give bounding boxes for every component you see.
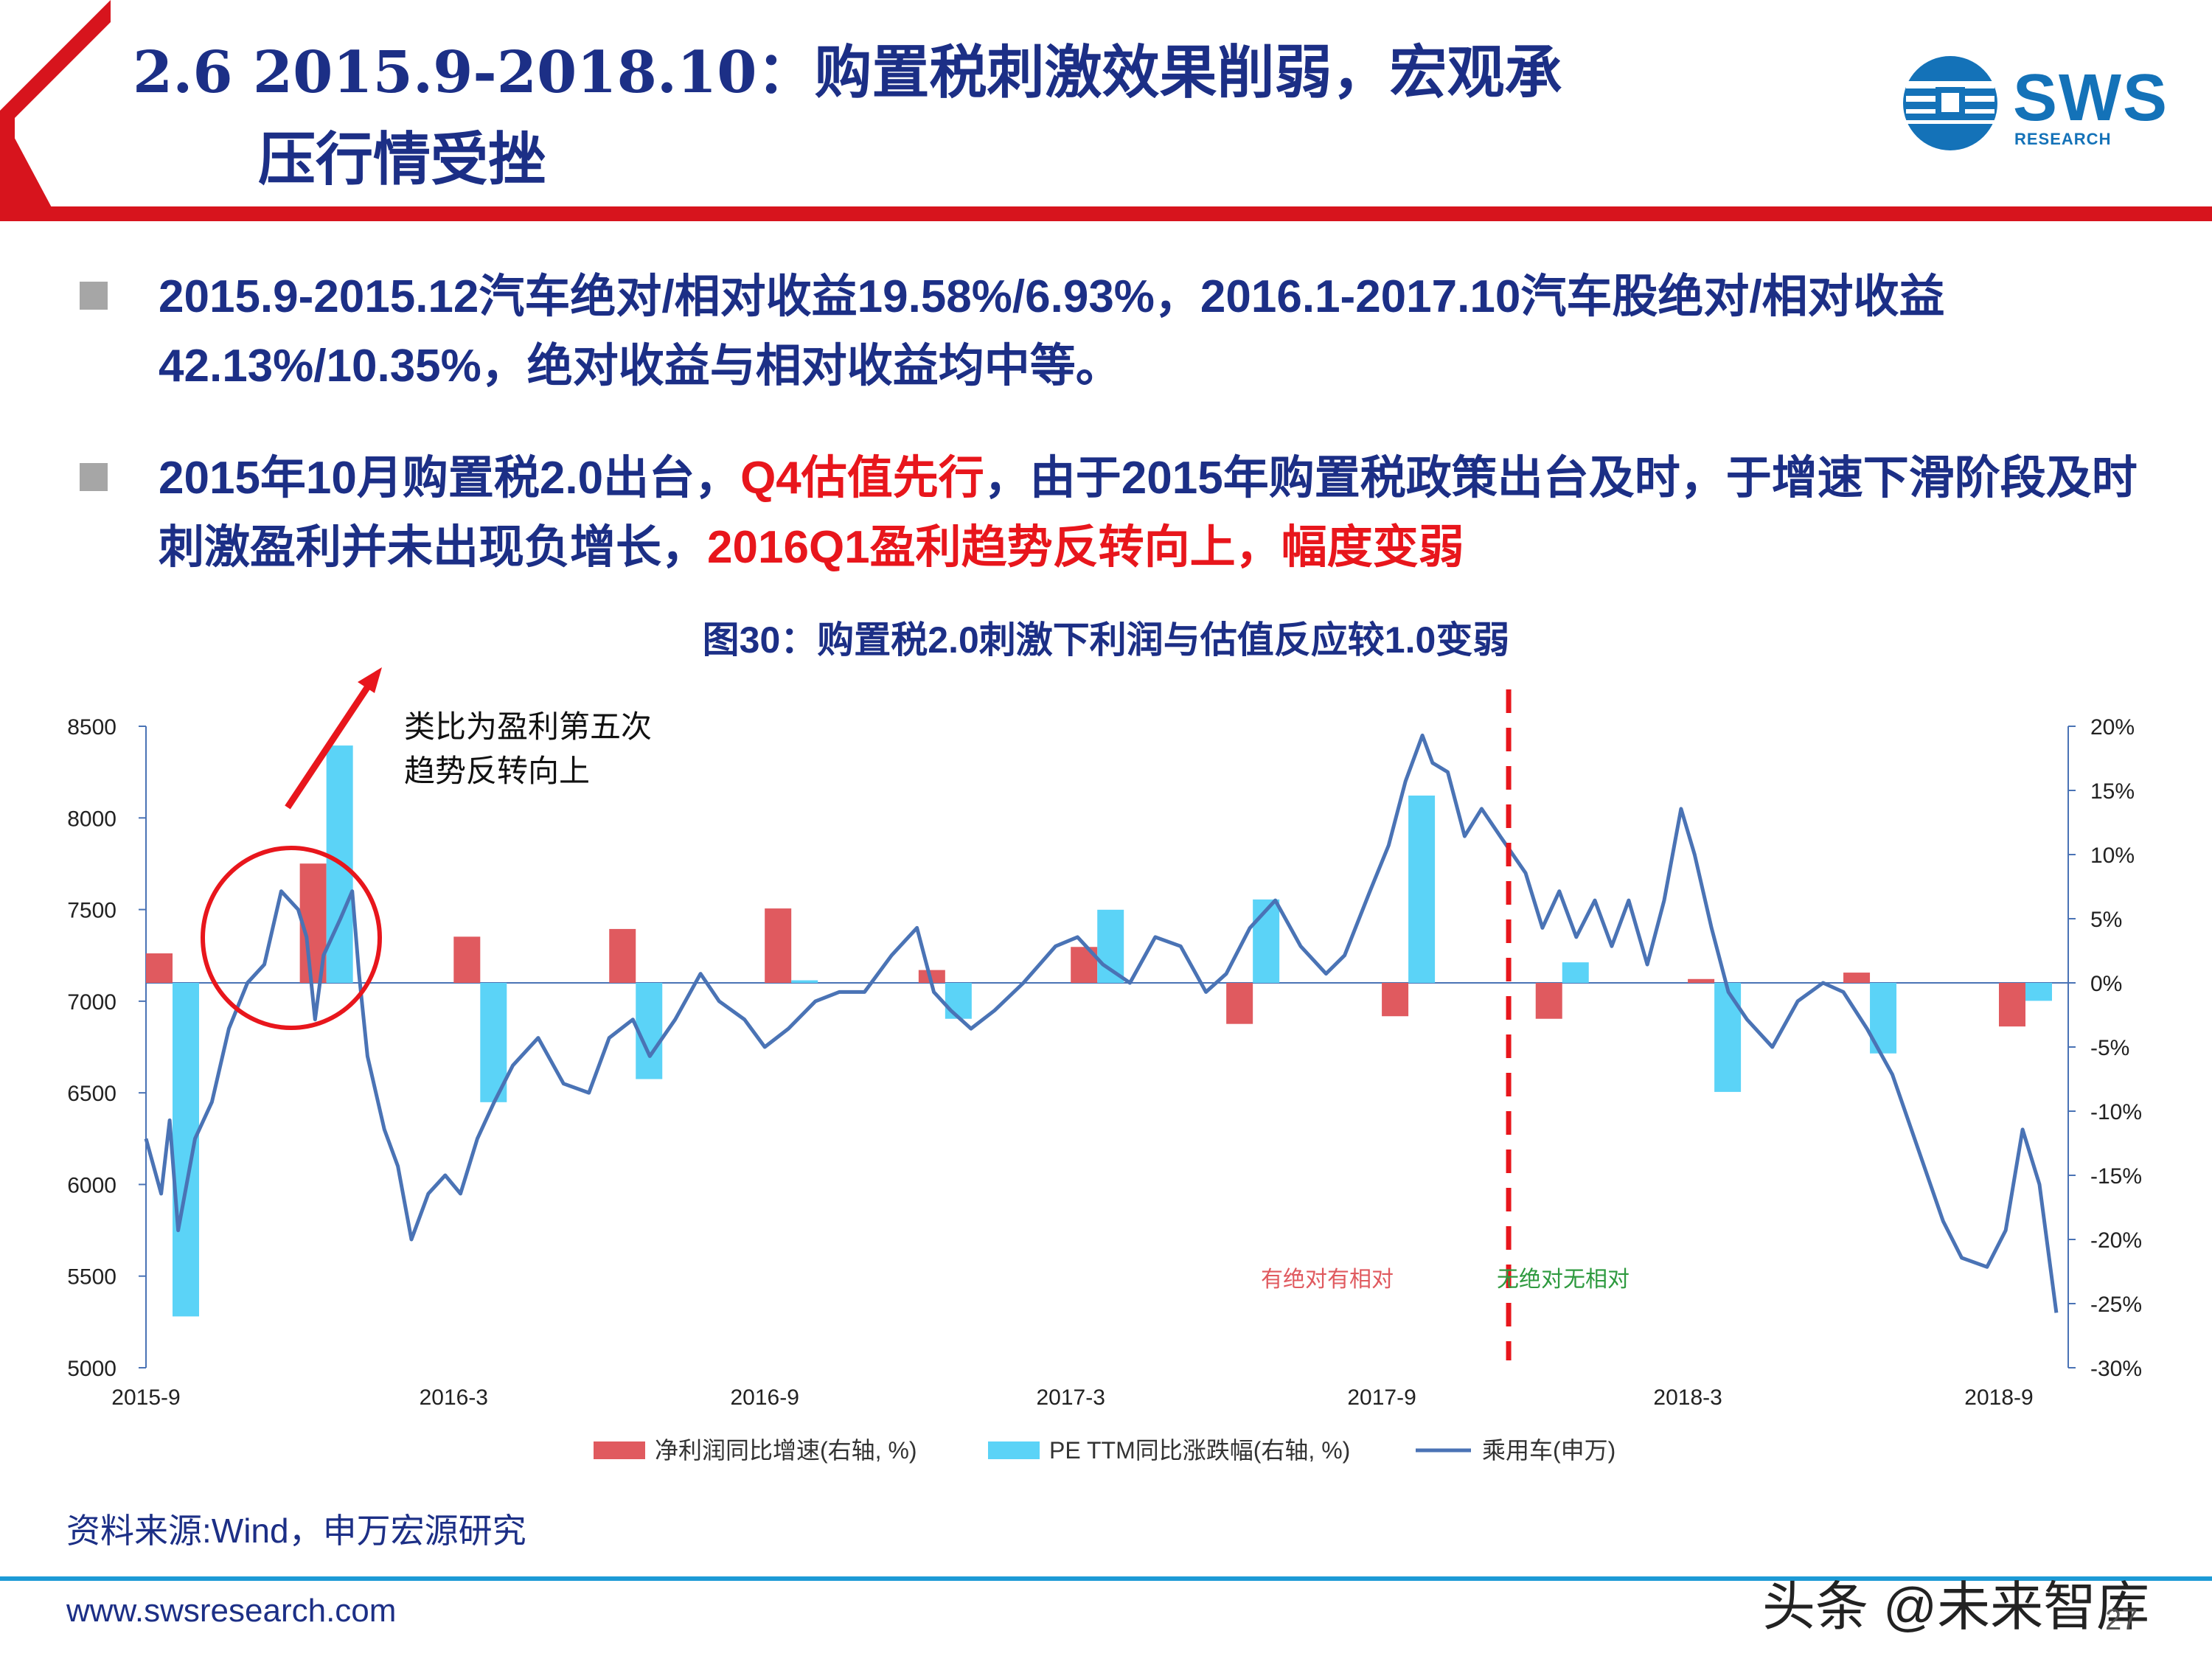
axes-layer: 5000 5500 6000 6500 7000 7500 8000 8500 -30% -25%… bbox=[67, 715, 2142, 1410]
footer-url[interactable]: www.swsresearch.com bbox=[66, 1593, 397, 1629]
header-red-line bbox=[0, 206, 2212, 221]
bullet-2-segment-1: 2015年10月购置税2.0出台， bbox=[159, 453, 741, 504]
bar-net-profit bbox=[453, 936, 481, 983]
arrow-label-line2: 趋势反转向上 bbox=[404, 753, 590, 789]
watermark-text: 头条 @未来智库 bbox=[1762, 1578, 2150, 1637]
page-number: 27 bbox=[2105, 1604, 2138, 1636]
legend-swatch-pe bbox=[988, 1441, 1040, 1459]
left-tick-label: 6000 bbox=[67, 1173, 116, 1197]
bar-net-profit bbox=[1843, 973, 1871, 983]
x-tick-label: 2017-3 bbox=[1036, 1385, 1105, 1410]
bullet-2-highlight-2: 2016Q1盈利趋势反转向上，幅度变弱 bbox=[707, 522, 1464, 573]
sws-logo-icon bbox=[1903, 56, 1997, 150]
legend-label-line: 乘用车(申万) bbox=[1482, 1437, 1615, 1464]
right-tick-label: 15% bbox=[2090, 779, 2135, 804]
bar-pe-ttm bbox=[791, 980, 818, 983]
page-title: 2.6 2015.9-2018.10：购置税刺激效果削弱，宏观承 压行情受挫 bbox=[133, 29, 1902, 204]
bullet-2-highlight-1: Q4估值先行 bbox=[740, 453, 984, 504]
logo-text: SWS bbox=[2013, 61, 2169, 135]
bar-net-profit bbox=[765, 908, 792, 983]
right-tick-label: 0% bbox=[2090, 972, 2122, 996]
bars-layer bbox=[146, 745, 2052, 1317]
legend-swatch-net-profit bbox=[594, 1441, 645, 1459]
legend: 净利润同比增速(右轴, %) PE TTM同比涨跌幅(右轴, %) 乘用车(申万… bbox=[594, 1437, 1615, 1464]
left-tick-label: 8000 bbox=[67, 807, 116, 831]
arrow-label-line1: 类比为盈利第五次 bbox=[404, 709, 652, 745]
bullet-text-1: 2015.9-2015.12汽车绝对/相对收益19.58%/6.93%，2016… bbox=[159, 262, 2179, 401]
bar-net-profit bbox=[1535, 983, 1562, 1019]
bar-net-profit bbox=[146, 953, 173, 983]
header-red-wedge bbox=[0, 0, 111, 221]
bar-net-profit bbox=[1226, 983, 1253, 1024]
bullet-1-segment-1: 2015.9-2015.12汽车绝对/相对收益19.58%/6.93%，2016… bbox=[159, 271, 1945, 392]
left-zone-label: 有绝对有相对 bbox=[1261, 1267, 1394, 1293]
bullet-2-segment-3: ，由于2015年购置税政策出台及时，于增速下滑阶段及时刺激盈利并未出现负增长， bbox=[159, 453, 2138, 573]
legend-label-pe: PE TTM同比涨跌幅(右轴, %) bbox=[1049, 1437, 1350, 1464]
right-tick-label: 20% bbox=[2090, 715, 2135, 740]
bar-pe-ttm bbox=[173, 983, 199, 1317]
chart: 5000 5500 6000 6500 7000 7500 8000 8500 -30% -25%… bbox=[67, 667, 2142, 1464]
bar-net-profit bbox=[1998, 983, 2025, 1027]
bar-net-profit bbox=[1688, 978, 1715, 983]
series-line-passenger-car bbox=[144, 733, 2059, 1313]
red-arrow-head-icon bbox=[358, 667, 382, 693]
right-tick-label: -30% bbox=[2090, 1357, 2142, 1381]
red-arrow-icon bbox=[285, 678, 375, 810]
bar-pe-ttm bbox=[1408, 795, 1436, 983]
right-tick-label: -15% bbox=[2090, 1164, 2142, 1189]
left-tick-label: 8500 bbox=[67, 715, 116, 740]
bar-net-profit bbox=[609, 928, 636, 983]
bar-net-profit bbox=[1382, 983, 1409, 1017]
annotation-layer: 类比为盈利第五次 趋势反转向上 有绝对有相对 无绝对无相对 bbox=[201, 667, 1630, 1293]
bar-pe-ttm bbox=[2025, 983, 2052, 1001]
right-tick-label: 10% bbox=[2090, 844, 2135, 868]
right-tick-label: -5% bbox=[2090, 1036, 2129, 1060]
left-tick-label: 6500 bbox=[67, 1082, 116, 1106]
line-layer bbox=[144, 689, 2059, 1360]
source-text: 资料来源:Wind，申万宏源研究 bbox=[66, 1512, 526, 1550]
bar-pe-ttm bbox=[1253, 899, 1280, 983]
chart-title: 图30：购置税2.0刺激下利润与估值反应较1.0变弱 bbox=[702, 619, 1510, 661]
x-tick-label: 2016-3 bbox=[420, 1385, 488, 1410]
page-title-line1: 2.6 2015.9-2018.10：购置税刺激效果削弱，宏观承 bbox=[133, 39, 1562, 106]
right-tick-label: 5% bbox=[2090, 908, 2122, 932]
highlight-circle-icon bbox=[201, 846, 382, 1030]
x-tick-label: 2015-9 bbox=[111, 1385, 180, 1410]
left-tick-label: 7500 bbox=[67, 899, 116, 923]
left-tick-label: 5500 bbox=[67, 1265, 116, 1290]
right-tick-label: -25% bbox=[2090, 1293, 2142, 1317]
right-zone-label: 无绝对无相对 bbox=[1497, 1267, 1630, 1293]
bar-pe-ttm bbox=[1562, 962, 1589, 983]
page-title-line2: 压行情受挫 bbox=[258, 126, 546, 193]
left-tick-label: 5000 bbox=[67, 1357, 116, 1381]
x-tick-label: 2017-9 bbox=[1347, 1385, 1416, 1410]
bar-pe-ttm bbox=[1714, 983, 1742, 1092]
left-tick-label: 7000 bbox=[67, 990, 116, 1015]
bullet-marker-1 bbox=[80, 282, 108, 310]
footer-line bbox=[0, 1576, 2212, 1581]
bullet-marker-2 bbox=[80, 463, 108, 491]
logo-subtext: RESEARCH bbox=[2014, 130, 2112, 148]
right-tick-label: -10% bbox=[2090, 1100, 2142, 1124]
bullet-text-2: 2015年10月购置税2.0出台，Q4估值先行，由于2015年购置税政策出台及时… bbox=[159, 444, 2179, 582]
x-tick-label: 2016-9 bbox=[730, 1385, 799, 1410]
x-tick-label: 2018-9 bbox=[1964, 1385, 2033, 1410]
bar-net-profit bbox=[918, 970, 945, 983]
x-tick-label: 2018-3 bbox=[1653, 1385, 1722, 1410]
bar-pe-ttm bbox=[945, 983, 972, 1019]
legend-label-net-profit: 净利润同比增速(右轴, %) bbox=[655, 1437, 917, 1464]
right-tick-label: -20% bbox=[2090, 1228, 2142, 1253]
